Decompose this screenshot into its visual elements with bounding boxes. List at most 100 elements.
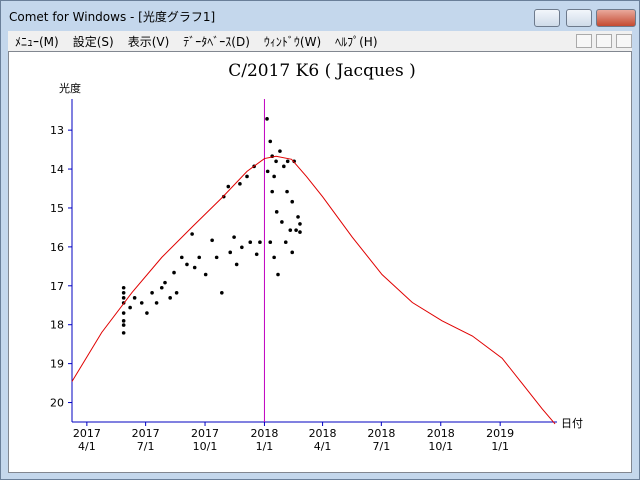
observation bbox=[274, 210, 279, 214]
observation bbox=[203, 272, 208, 277]
observation bbox=[268, 240, 273, 245]
menu-item[interactable]: 表示(V) bbox=[127, 34, 170, 49]
observation bbox=[185, 262, 189, 267]
observation bbox=[274, 159, 278, 164]
x-tick-label-line: 7/1 bbox=[372, 440, 390, 453]
observation bbox=[168, 296, 172, 300]
x-tick-label-line: 2017 bbox=[132, 427, 160, 440]
observation bbox=[298, 222, 302, 226]
title-bar: Comet for Windows - [光度グラフ1] bbox=[1, 1, 639, 31]
observation bbox=[234, 262, 239, 267]
y-tick-label: 19 bbox=[50, 358, 64, 371]
chart: C/2017 K6 ( Jacques ) 光度 日付 13 14 15 16 17 18… bbox=[8, 51, 632, 473]
observation bbox=[192, 265, 197, 270]
observation bbox=[190, 232, 194, 236]
observation bbox=[210, 238, 214, 243]
observation bbox=[248, 240, 253, 245]
x-tick-label: 2018 7/1 bbox=[367, 427, 395, 453]
observation bbox=[290, 250, 295, 255]
menu-item[interactable]: ｳｨﾝﾄﾞｳ(W) bbox=[263, 34, 322, 49]
x-tick-label-line: 10/1 bbox=[428, 440, 453, 453]
x-tick-label: 2018 4/1 bbox=[309, 427, 337, 453]
observation bbox=[283, 240, 288, 245]
x-tick-label-line: 4/1 bbox=[314, 440, 332, 453]
y-tick-label: 14 bbox=[50, 163, 64, 176]
observation bbox=[121, 331, 126, 335]
observation bbox=[278, 149, 282, 153]
observation bbox=[172, 270, 176, 275]
observation bbox=[121, 285, 126, 290]
maximize-button[interactable] bbox=[566, 9, 592, 27]
x-tick-label: 2018 10/1 bbox=[427, 427, 455, 453]
menu-bar: ﾒﾆｭｰ(M) 設定(S) 表示(V) ﾃﾞｰﾀﾍﾞｰｽ(D) ｳｨﾝﾄﾞｳ(W) ﾍﾙﾌ… bbox=[8, 31, 632, 51]
child-restore[interactable] bbox=[596, 34, 612, 48]
observation bbox=[150, 291, 154, 295]
observation bbox=[254, 252, 259, 257]
y-axis-label: 光度 bbox=[59, 81, 81, 95]
observation bbox=[163, 280, 167, 285]
observation bbox=[292, 159, 296, 164]
x-tick-label-line: 2019 bbox=[486, 427, 514, 440]
observation bbox=[121, 296, 126, 300]
observation bbox=[121, 323, 126, 327]
y-tick-label: 20 bbox=[50, 397, 64, 410]
window-title: Comet for Windows - [光度グラフ1] bbox=[9, 9, 216, 24]
x-tick-label-line: 1/1 bbox=[491, 440, 509, 453]
observation bbox=[265, 117, 269, 121]
x-tick-label-line: 2018 bbox=[309, 427, 337, 440]
observation bbox=[197, 255, 202, 260]
x-tick-label-line: 10/1 bbox=[193, 440, 218, 453]
menu-item[interactable]: 設定(S) bbox=[72, 34, 114, 49]
menu-item[interactable]: ﾃﾞｰﾀﾍﾞｰｽ(D) bbox=[183, 34, 250, 49]
observation bbox=[294, 228, 298, 232]
observation bbox=[280, 220, 284, 224]
x-axis-label: 日付 bbox=[561, 417, 583, 430]
child-minimize[interactable] bbox=[576, 34, 592, 48]
menu-item[interactable]: ﾒﾆｭｰ(M) bbox=[15, 34, 59, 49]
x-tick-label-line: 2018 bbox=[250, 427, 278, 440]
observation bbox=[282, 164, 286, 169]
observation bbox=[285, 159, 290, 164]
observation bbox=[288, 228, 293, 232]
observation bbox=[226, 184, 231, 189]
observation bbox=[159, 285, 164, 290]
observation bbox=[221, 194, 226, 199]
close-button[interactable] bbox=[596, 9, 636, 27]
observation bbox=[290, 199, 295, 204]
observation bbox=[272, 255, 276, 260]
x-tick-label: 2018 1/1 bbox=[250, 427, 278, 453]
observation bbox=[121, 311, 126, 315]
x-tick-label-line: 2017 bbox=[73, 427, 101, 440]
observation bbox=[245, 174, 249, 179]
x-tick-label: 2017 7/1 bbox=[132, 427, 160, 453]
minimize-button[interactable] bbox=[534, 9, 560, 27]
observation bbox=[272, 174, 276, 179]
y-tick-label: 18 bbox=[50, 319, 64, 332]
observation bbox=[139, 301, 144, 305]
observation bbox=[154, 301, 159, 305]
x-tick-label: 2019 1/1 bbox=[486, 427, 514, 453]
observation bbox=[232, 235, 236, 239]
x-tick-label-line: 2017 bbox=[191, 427, 219, 440]
x-tick-label-line: 4/1 bbox=[78, 440, 96, 453]
x-tick-label-line: 7/1 bbox=[137, 440, 155, 453]
observation bbox=[285, 189, 289, 194]
observation bbox=[276, 272, 280, 277]
observation bbox=[121, 319, 126, 323]
observation bbox=[258, 240, 262, 245]
observation bbox=[296, 215, 300, 219]
child-close[interactable] bbox=[616, 34, 632, 48]
x-tick-label-line: 2018 bbox=[367, 427, 395, 440]
observation bbox=[214, 255, 219, 260]
x-tick-label: 2017 10/1 bbox=[191, 427, 219, 453]
observation bbox=[268, 139, 273, 144]
x-tick-label-line: 2018 bbox=[427, 427, 455, 440]
menu-item[interactable]: ﾍﾙﾌﾟ(H) bbox=[335, 34, 378, 49]
x-tick-label-line: 1/1 bbox=[256, 440, 274, 453]
observation bbox=[270, 189, 274, 194]
observation bbox=[121, 291, 126, 295]
y-tick-label: 13 bbox=[50, 124, 64, 137]
observation bbox=[179, 255, 184, 260]
y-tick-label: 17 bbox=[50, 280, 64, 293]
